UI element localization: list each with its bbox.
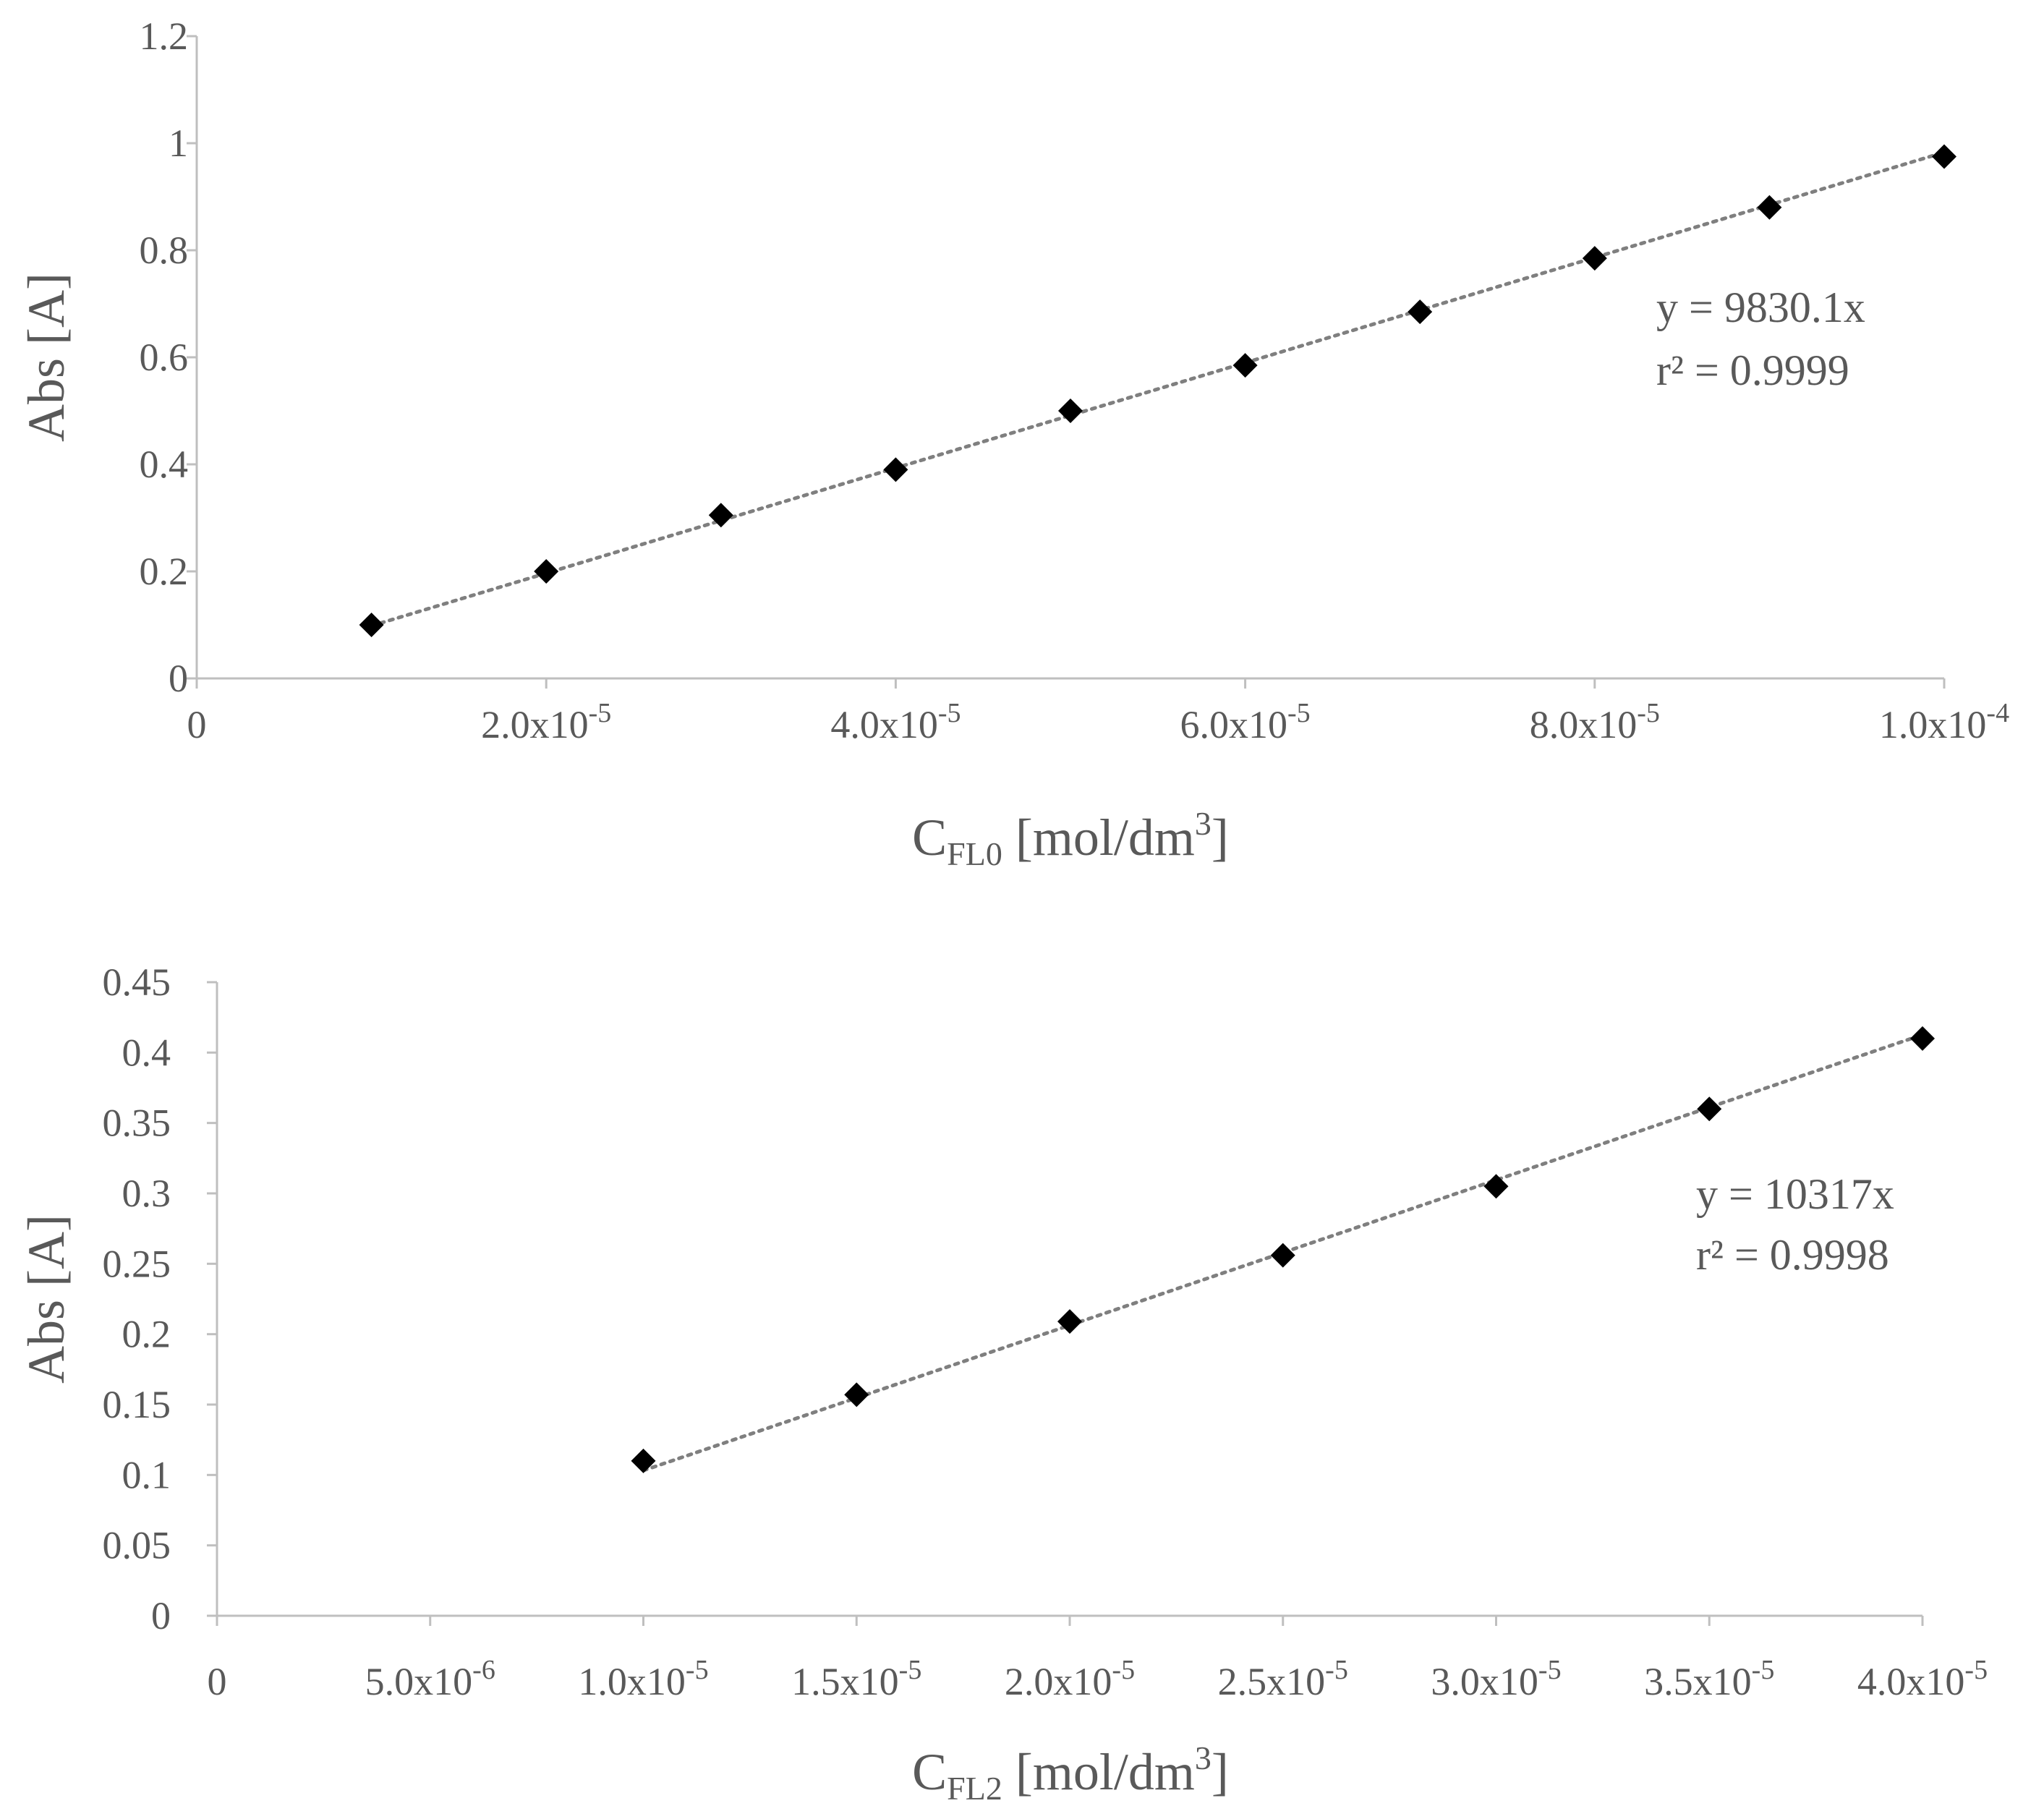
chart-1-y-tick-label: 0 [151,1594,171,1637]
chart-0-y-tick-label: 1 [169,122,188,165]
chart-0-x-tick-label: 0 [187,703,207,746]
chart-1-data-point [1270,1243,1295,1268]
chart-0-y-tick-label: 0.6 [140,336,189,379]
chart-1-x-tick-label: 2.0x10-5 [1005,1655,1135,1703]
chart-fl0: 0 0.2 0.4 0.6 0.8 1 1.2 0 2.0x10-5 4.0x10-5 6.0x10… [17,14,2009,872]
chart-1-x-tick-label: 2.5x10-5 [1218,1655,1348,1703]
chart-0-y-tick-label: 0.4 [140,443,189,486]
chart-0-trendline-equation: y = 9830.1x [1656,284,1865,331]
chart-0-x-tick-label: 8.0x10-5 [1530,698,1660,746]
chart-1-data-point [1697,1096,1722,1122]
chart-1-r-squared-label: r² = 0.9998 [1696,1231,1889,1279]
chart-1-x-tick-label: 4.0x10-5 [1857,1655,1988,1703]
chart-0-y-tick-label: 0.2 [140,550,189,593]
chart-1-x-tick-label: 1.0x10-5 [578,1655,708,1703]
chart-1-x-tick-label: 5.0x10-6 [365,1655,495,1703]
chart-1-y-tick-label: 0.4 [122,1031,171,1074]
chart-1-y-tick-label: 0.25 [103,1242,171,1285]
chart-0-x-tick-label: 2.0x10-5 [481,698,611,746]
chart-0-x-axis-title: CFL0 [mol/dm3] [912,805,1229,872]
chart-1-y-tick-label: 0.45 [103,960,171,1004]
chart-0-r-squared-label: r² = 0.9999 [1656,346,1849,394]
chart-0-y-tick-label: 0.8 [140,229,189,272]
chart-0-data-point [1757,195,1782,220]
chart-0-y-axis-title: Abs [A] [17,273,75,442]
chart-1-x-tick-label: 1.5x10-5 [791,1655,921,1703]
chart-0-data-point [1582,246,1607,271]
chart-1-data-point [1057,1309,1082,1334]
chart-1-data-point [631,1448,656,1473]
chart-fl2: 0 0.05 0.1 0.15 0.2 0.25 0.3 0.35 0.4 0.45 0 5.0x10… [17,960,1988,1807]
chart-1-data-point [1483,1174,1509,1199]
chart-0-x-tick-label: 1.0x10-4 [1879,698,2009,746]
chart-1-y-tick-label: 0.05 [103,1524,171,1567]
chart-1-x-tick-label: 0 [208,1660,227,1703]
chart-1-y-tick-label: 0.1 [122,1453,171,1496]
chart-0-data-point [708,503,733,528]
chart-1-y-tick-label: 0.35 [103,1102,171,1145]
chart-0-data-point [1232,353,1258,378]
chart-0-data-point [1932,144,1956,169]
chart-0-x-tick-label: 6.0x10-5 [1180,698,1311,746]
chart-1-y-tick-label: 0.15 [103,1383,171,1426]
chart-0-y-tick-label: 0 [169,657,188,700]
chart-0-trendline [370,150,1946,628]
chart-0-y-tick-label: 1.2 [140,14,189,58]
chart-1-y-axis-title: Abs [A] [17,1214,75,1384]
chart-0-data-point [883,457,908,482]
chart-1-y-tick-label: 0.3 [122,1172,171,1215]
chart-0-data-point [359,613,384,637]
chart-0-data-point [1408,299,1433,325]
chart-0-data-point [1058,399,1083,423]
chart-1-y-tick-label: 0.2 [122,1313,171,1356]
chart-1-data-point [844,1382,869,1407]
chart-1-data-point [1910,1026,1935,1051]
chart-1-x-axis-title: CFL2 [mol/dm3] [912,1739,1229,1807]
chart-1-x-tick-label: 3.0x10-5 [1431,1655,1561,1703]
chart-1-x-tick-label: 3.5x10-5 [1644,1655,1774,1703]
chart-0-x-tick-label: 4.0x10-5 [830,698,961,746]
chart-0-data-point [534,559,559,584]
chart-1-trendline-equation: y = 10317x [1696,1170,1894,1218]
